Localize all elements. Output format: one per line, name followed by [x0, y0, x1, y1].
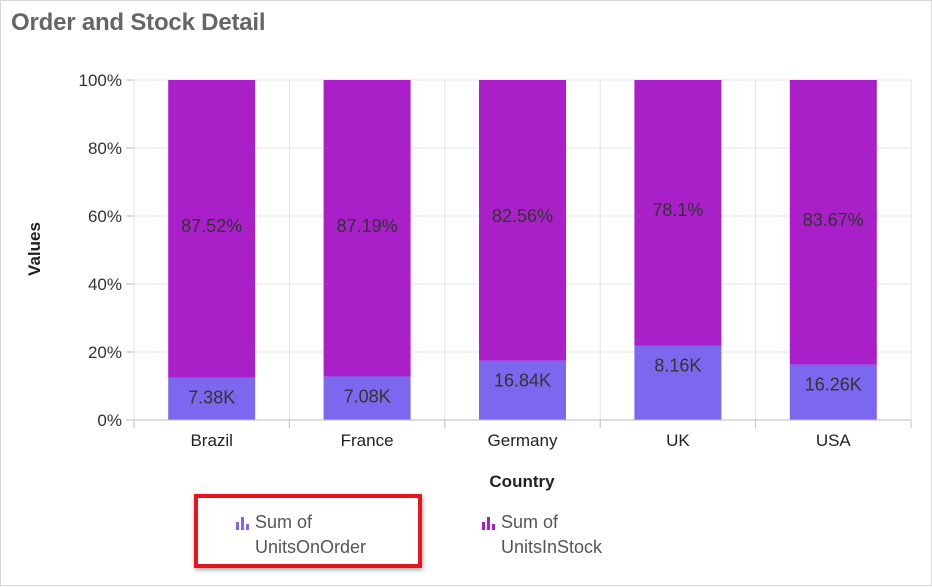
data-label: 8.16K: [654, 356, 701, 376]
y-tick-label: 100%: [79, 71, 122, 90]
bar-uk-series-0: [634, 345, 722, 420]
data-label: 82.56%: [492, 206, 553, 226]
x-tick-label: Brazil: [190, 431, 233, 450]
bar-germany-series-0: [479, 360, 566, 420]
bar-france-series-0: [323, 376, 411, 420]
legend-label-line: Sum of: [501, 512, 559, 532]
data-label: 78.1%: [652, 200, 703, 220]
data-label: 87.52%: [181, 216, 242, 236]
bar-chart-icon: [236, 517, 249, 530]
data-labels: 7.38K 87.52% 7.08K 87.19% 16.84K 82.56% 8.16K 7…: [181, 200, 864, 408]
data-label: 16.26K: [805, 374, 862, 394]
legend-label: Sum of UnitsInStock: [501, 510, 641, 560]
bar-germany-series-1: [479, 80, 566, 361]
x-axis: Brazil France Germany UK USA: [133, 419, 912, 450]
x-axis-title: Country: [489, 472, 555, 491]
y-axis-title: Values: [25, 222, 44, 276]
legend-label-line: Sum of: [255, 512, 313, 532]
y-tick-label: 80%: [88, 139, 122, 158]
y-tick-label: 0%: [97, 411, 122, 430]
bars: [168, 80, 877, 420]
y-tick-label: 20%: [88, 343, 122, 362]
bar-uk-series-1: [634, 80, 722, 346]
x-tick-label: Germany: [488, 431, 558, 450]
chart-title: Order and Stock Detail: [11, 9, 266, 36]
bar-brazil-series-0: [168, 377, 256, 420]
legend-label-line: UnitsOnOrder: [255, 537, 367, 557]
legend-highlight-box: [194, 494, 422, 568]
data-label: 16.84K: [494, 371, 551, 391]
data-label: 83.67%: [803, 210, 864, 230]
y-tick-label: 40%: [88, 275, 122, 294]
legend-label: Sum of UnitsOnOrder: [255, 510, 395, 560]
y-tick-label: 60%: [88, 207, 122, 226]
bar-chart-icon: [482, 517, 495, 530]
bar-usa-series-0: [789, 364, 877, 420]
bar-brazil-series-1: [168, 80, 256, 378]
y-axis: 0% 20% 40% 60% 80% 100%: [79, 71, 134, 430]
bar-usa-series-1: [789, 80, 877, 365]
data-label: 87.19%: [337, 216, 398, 236]
legend-item-units-on-order[interactable]: Sum of UnitsOnOrder: [235, 510, 395, 560]
x-tick-label: France: [341, 431, 394, 450]
legend-item-units-in-stock[interactable]: Sum of UnitsInStock: [481, 510, 641, 560]
legend-label-line: UnitsInStock: [501, 537, 603, 557]
x-tick-label: USA: [816, 431, 852, 450]
bar-france-series-1: [323, 80, 411, 377]
data-label: 7.08K: [344, 386, 391, 406]
data-label: 7.38K: [188, 388, 235, 408]
x-tick-label: UK: [666, 431, 690, 450]
